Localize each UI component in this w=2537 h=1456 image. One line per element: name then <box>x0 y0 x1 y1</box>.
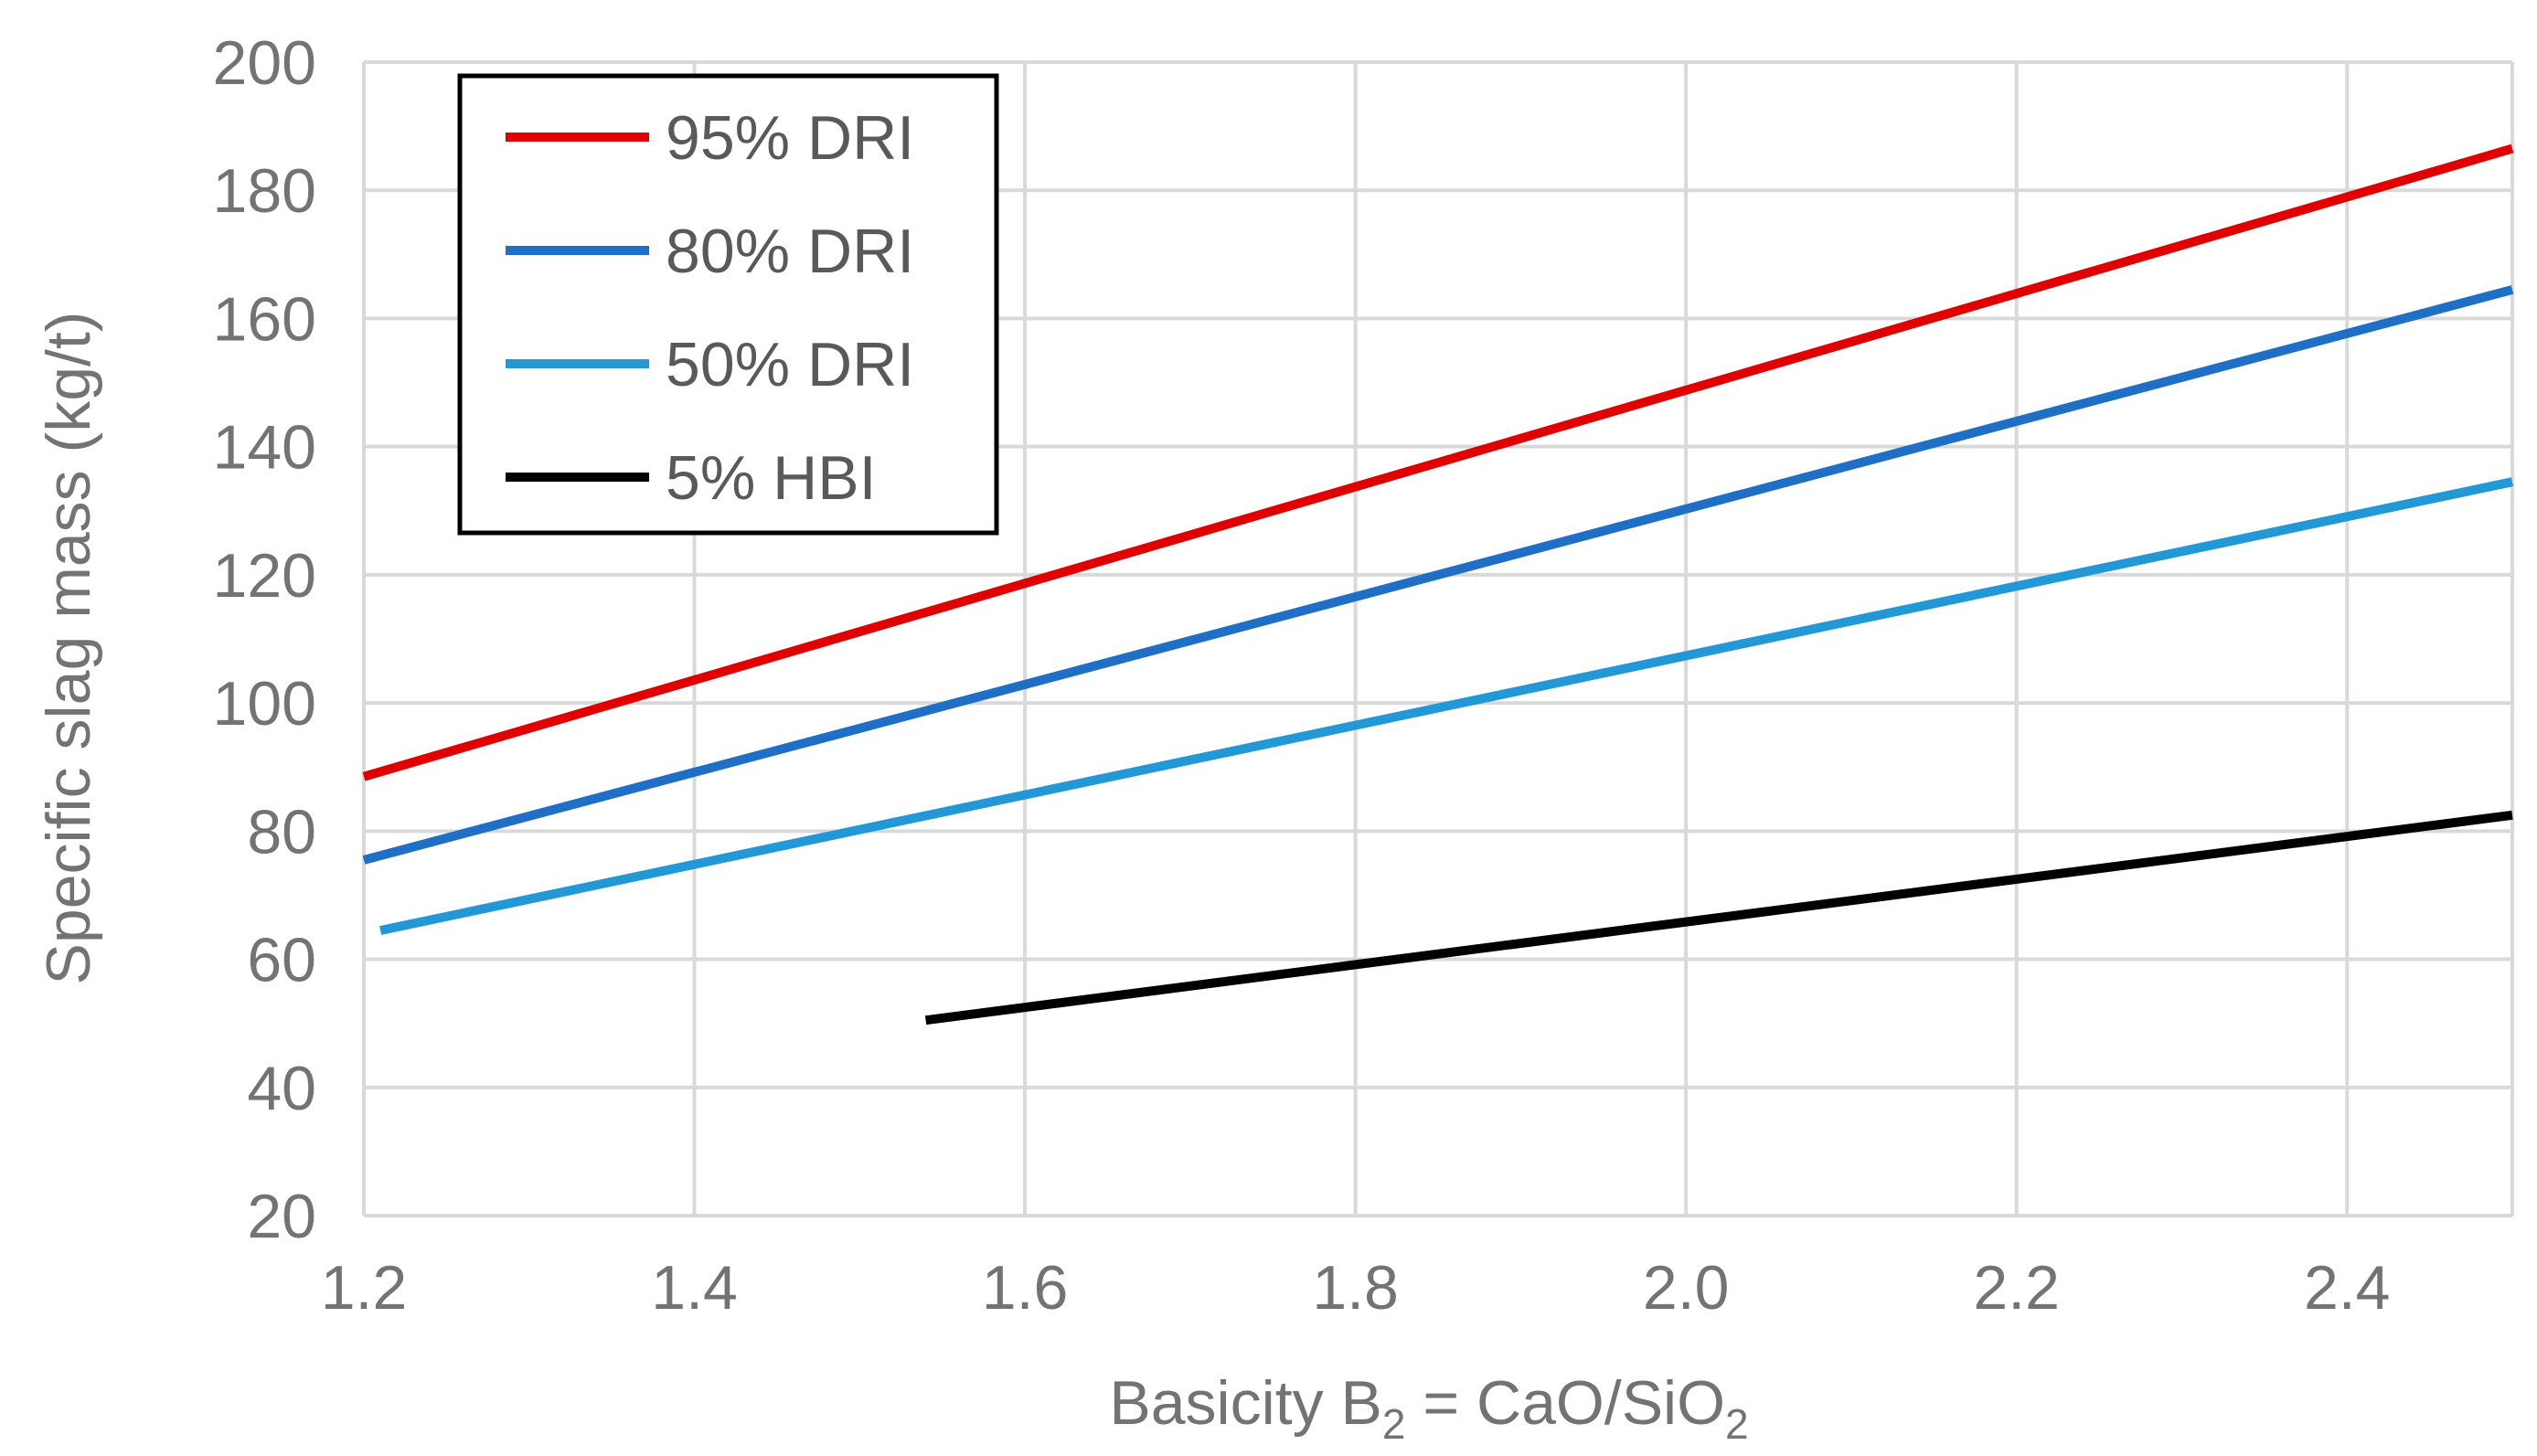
y-tick-label: 120 <box>213 541 316 611</box>
y-tick-label: 140 <box>213 413 316 483</box>
x-tick-label: 1.4 <box>651 1253 738 1323</box>
legend-label: 95% DRI <box>666 103 914 173</box>
y-tick-label: 20 <box>247 1182 316 1251</box>
series-line-50-dri <box>379 477 2514 935</box>
legend: 95% DRI 80% DRI 50% DRI 5% HBI <box>457 73 999 536</box>
y-tick-label: 80 <box>247 797 316 866</box>
y-axis-title: Specific slag mass (kg/t) <box>34 312 103 985</box>
legend-label: 50% DRI <box>666 330 914 399</box>
x-tick-label: 1.6 <box>982 1253 1069 1323</box>
y-tick-label: 60 <box>247 926 316 995</box>
y-tick-label: 40 <box>247 1054 316 1123</box>
y-tick-label: 160 <box>213 284 316 354</box>
x-tick-labels: 1.2 1.4 1.6 1.8 2.0 2.2 2.4 <box>321 1253 2391 1323</box>
series-line-5-hbi <box>924 810 2513 1026</box>
series-lines <box>362 143 2514 1026</box>
x-tick-label: 2.0 <box>1643 1253 1730 1323</box>
legend-box <box>457 73 999 536</box>
y-tick-label: 100 <box>213 669 316 739</box>
legend-label: 80% DRI <box>666 217 914 286</box>
x-tick-label: 2.4 <box>2304 1253 2391 1323</box>
x-axis-title: Basicity B2 = CaO/SiO2 <box>1109 1368 1748 1448</box>
y-tick-label: 200 <box>213 28 316 98</box>
y-tick-label: 180 <box>213 156 316 226</box>
y-tick-labels: 20 40 60 80 100 120 140 160 180 200 <box>213 28 316 1251</box>
series-line-95-dri <box>362 143 2514 781</box>
x-tick-label: 2.2 <box>1973 1253 2060 1323</box>
series-line-80-dri <box>362 285 2514 865</box>
x-tick-label: 1.8 <box>1312 1253 1399 1323</box>
x-tick-label: 1.2 <box>321 1253 408 1323</box>
legend-label: 5% HBI <box>666 443 877 513</box>
